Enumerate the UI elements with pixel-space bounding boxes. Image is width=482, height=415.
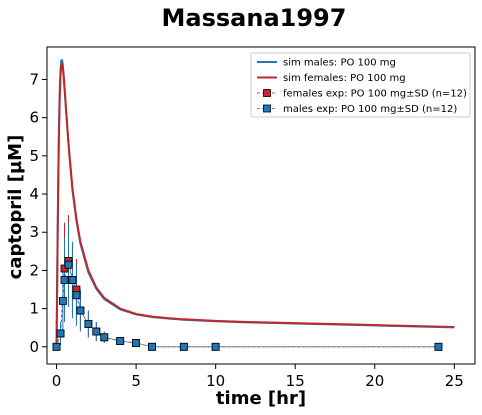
- x-tick-label: 10: [206, 372, 225, 390]
- x-axis-label: time [hr]: [216, 388, 306, 409]
- legend-swatch-marker: [263, 104, 271, 113]
- y-tick-label: 5: [29, 147, 39, 165]
- x-tick-label: 0: [52, 372, 62, 390]
- data-point-males-exp-po-100-mg-sd-n-12: [211, 342, 220, 351]
- data-point-males-exp-po-100-mg-sd-n-12: [68, 276, 77, 284]
- data-point-males-exp-po-100-mg-sd-n-12: [100, 333, 109, 342]
- data-point-males-exp-po-100-mg-sd-n-12: [92, 327, 101, 336]
- x-axis: 0 5 10 15 20 25: [52, 364, 464, 390]
- legend-label: sim females: PO 100 mg: [283, 73, 406, 84]
- data-point-males-exp-po-100-mg-sd-n-12: [72, 291, 81, 300]
- y-tick-label: 4: [29, 185, 39, 203]
- legend-box: [250, 52, 471, 118]
- data-point-males-exp-po-100-mg-sd-n-12: [64, 260, 73, 269]
- legend-label: females exp: PO 100 mg±SD (n=12): [283, 89, 467, 100]
- x-tick-label: 20: [365, 372, 384, 390]
- chart-title: Massana1997: [162, 4, 347, 32]
- x-tick-label: 25: [445, 372, 464, 390]
- legend-label: males exp: PO 100 mg±SD (n=12): [283, 104, 457, 115]
- legend-swatch-marker: [263, 89, 271, 97]
- x-tick-label: 5: [131, 372, 141, 390]
- y-tick-label: 6: [29, 109, 39, 127]
- data-point-males-exp-po-100-mg-sd-n-12: [148, 342, 156, 351]
- data-point-males-exp-po-100-mg-sd-n-12: [434, 342, 443, 351]
- series-layer: [52, 59, 455, 351]
- y-tick-label: 0: [29, 338, 39, 356]
- y-axis: 0 1 2 3 4 5 6 7: [29, 70, 47, 356]
- data-point-males-exp-po-100-mg-sd-n-12: [84, 319, 93, 328]
- data-point-males-exp-po-100-mg-sd-n-12: [132, 339, 141, 347]
- x-tick-label: 15: [286, 372, 305, 390]
- y-axis-label: captopril [µM]: [5, 135, 26, 280]
- data-point-males-exp-po-100-mg-sd-n-12: [52, 342, 61, 351]
- y-tick-label: 1: [29, 300, 39, 318]
- data-point-males-exp-po-100-mg-sd-n-12: [56, 329, 65, 338]
- legend-label: sim males: PO 100 mg: [283, 58, 396, 69]
- data-point-males-exp-po-100-mg-sd-n-12: [179, 342, 188, 351]
- series-line-sim-females-po-100-mg: [55, 62, 455, 347]
- data-point-males-exp-po-100-mg-sd-n-12: [116, 337, 125, 345]
- y-tick-label: 2: [29, 261, 39, 279]
- data-point-males-exp-po-100-mg-sd-n-12: [60, 276, 69, 284]
- legend: sim males: PO 100 mg sim females: PO 100 …: [250, 52, 471, 118]
- data-point-males-exp-po-100-mg-sd-n-12: [76, 306, 85, 315]
- y-tick-label: 3: [29, 223, 39, 241]
- data-point-males-exp-po-100-mg-sd-n-12: [59, 297, 67, 305]
- y-tick-label: 7: [29, 70, 39, 88]
